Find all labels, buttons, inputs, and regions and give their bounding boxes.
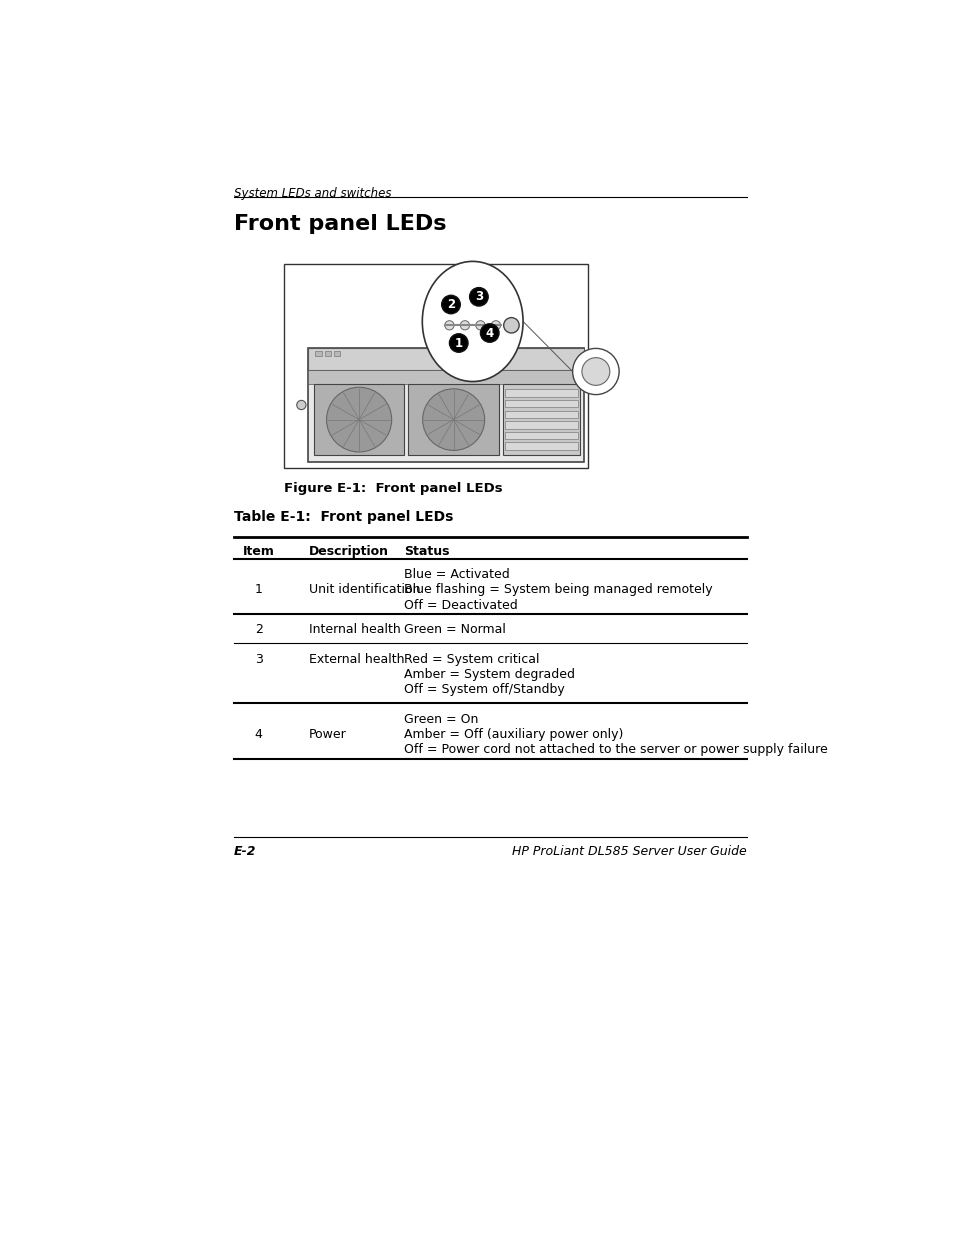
Text: Figure E-1:  Front panel LEDs: Figure E-1: Front panel LEDs (284, 482, 502, 494)
Circle shape (444, 321, 454, 330)
Bar (408, 384, 498, 456)
Circle shape (476, 321, 484, 330)
Text: 1: 1 (455, 336, 462, 350)
Text: Green = Normal: Green = Normal (404, 624, 506, 636)
Text: 3: 3 (254, 652, 262, 666)
Text: Front panel LEDs: Front panel LEDs (233, 214, 446, 233)
Text: Internal health: Internal health (309, 624, 400, 636)
Text: 4: 4 (254, 727, 262, 741)
Circle shape (469, 288, 488, 306)
Bar (315, 352, 321, 356)
Text: Blue flashing = System being managed remotely: Blue flashing = System being managed rem… (404, 583, 712, 597)
Text: Off = Power cord not attached to the server or power supply failure: Off = Power cord not attached to the ser… (404, 743, 827, 756)
Bar (505, 400, 578, 408)
Bar (505, 421, 578, 429)
Circle shape (503, 317, 518, 333)
Text: E-2: E-2 (233, 845, 256, 858)
Text: Table E-1:  Front panel LEDs: Table E-1: Front panel LEDs (233, 510, 453, 524)
Circle shape (572, 348, 618, 395)
Text: Power: Power (309, 727, 347, 741)
Bar (502, 384, 579, 456)
Text: HP ProLiant DL585 Server User Guide: HP ProLiant DL585 Server User Guide (512, 845, 746, 858)
Text: Status: Status (404, 545, 450, 558)
Text: Amber = System degraded: Amber = System degraded (404, 668, 575, 680)
Circle shape (441, 295, 459, 314)
Circle shape (326, 388, 392, 452)
Text: Green = On: Green = On (404, 713, 478, 726)
Circle shape (491, 321, 500, 330)
Bar (505, 389, 578, 396)
Bar (314, 384, 404, 456)
Circle shape (581, 358, 609, 385)
Bar (334, 352, 340, 356)
Bar (505, 442, 578, 450)
Text: Off = System off/Standby: Off = System off/Standby (404, 683, 564, 697)
Text: 1: 1 (254, 583, 262, 597)
Circle shape (296, 400, 306, 410)
Text: Red = System critical: Red = System critical (404, 652, 539, 666)
Text: Blue = Activated: Blue = Activated (404, 568, 510, 580)
Bar (307, 348, 583, 462)
Bar (307, 370, 583, 384)
Text: System LEDs and switches: System LEDs and switches (233, 186, 391, 200)
Bar (505, 410, 578, 419)
Text: Off = Deactivated: Off = Deactivated (404, 599, 517, 611)
Text: 2: 2 (254, 624, 262, 636)
Circle shape (459, 321, 469, 330)
Text: Item: Item (243, 545, 274, 558)
Bar (284, 264, 587, 468)
Bar (307, 348, 583, 370)
Bar (505, 432, 578, 440)
Text: External health: External health (309, 652, 404, 666)
Bar (324, 352, 331, 356)
Circle shape (422, 389, 484, 451)
Text: Amber = Off (auxiliary power only): Amber = Off (auxiliary power only) (404, 727, 623, 741)
Ellipse shape (422, 262, 522, 382)
Text: Unit identification: Unit identification (309, 583, 420, 597)
Text: 4: 4 (485, 326, 494, 340)
Text: 2: 2 (446, 298, 455, 311)
Text: 3: 3 (475, 290, 482, 304)
Circle shape (449, 333, 468, 352)
Circle shape (480, 324, 498, 342)
Text: Description: Description (309, 545, 389, 558)
